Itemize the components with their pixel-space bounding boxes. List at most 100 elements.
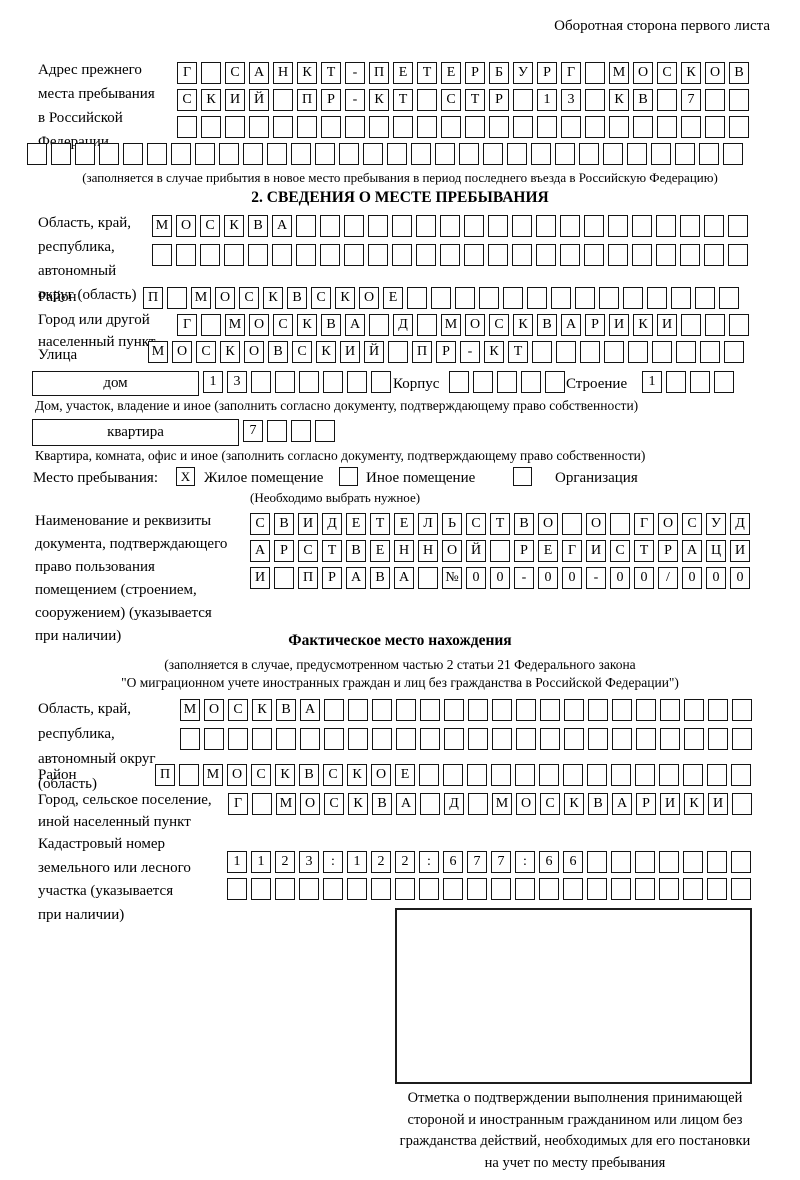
char-box[interactable] <box>347 371 367 393</box>
char-box[interactable] <box>418 567 438 589</box>
char-box[interactable] <box>224 244 244 266</box>
char-box[interactable] <box>731 878 751 900</box>
char-box[interactable]: 0 <box>682 567 702 589</box>
char-box[interactable] <box>473 371 493 393</box>
char-box[interactable] <box>440 215 460 237</box>
char-box[interactable]: Т <box>508 341 528 363</box>
char-box[interactable] <box>599 287 619 309</box>
char-box[interactable]: С <box>323 764 343 786</box>
char-box[interactable] <box>459 143 479 165</box>
char-box[interactable]: 2 <box>371 851 391 873</box>
char-box[interactable]: Р <box>322 567 342 589</box>
char-box[interactable] <box>609 116 629 138</box>
char-box[interactable] <box>575 287 595 309</box>
char-box[interactable] <box>556 341 576 363</box>
char-box[interactable] <box>443 764 463 786</box>
char-box[interactable] <box>555 143 575 165</box>
char-box[interactable]: М <box>148 341 168 363</box>
char-box[interactable]: Г <box>562 540 582 562</box>
char-box[interactable] <box>659 878 679 900</box>
char-box[interactable] <box>296 215 316 237</box>
char-box[interactable]: Д <box>730 513 750 535</box>
char-box[interactable] <box>652 341 672 363</box>
char-box[interactable] <box>551 287 571 309</box>
char-box[interactable]: В <box>346 540 366 562</box>
char-box[interactable] <box>176 244 196 266</box>
dom-type-field[interactable]: дом <box>32 371 199 396</box>
char-box[interactable]: К <box>484 341 504 363</box>
char-box[interactable] <box>681 116 701 138</box>
char-box[interactable] <box>243 143 263 165</box>
char-box[interactable]: 0 <box>610 567 630 589</box>
char-box[interactable]: М <box>203 764 223 786</box>
char-box[interactable] <box>345 116 365 138</box>
char-box[interactable] <box>585 89 605 111</box>
char-box[interactable]: № <box>442 567 462 589</box>
char-box[interactable]: Ь <box>442 513 462 535</box>
char-box[interactable]: 2 <box>395 851 415 873</box>
char-box[interactable]: С <box>466 513 486 535</box>
char-box[interactable]: А <box>346 567 366 589</box>
char-box[interactable] <box>731 851 751 873</box>
char-box[interactable] <box>393 116 413 138</box>
char-box[interactable] <box>320 244 340 266</box>
char-box[interactable]: К <box>224 215 244 237</box>
char-box[interactable] <box>339 143 359 165</box>
char-box[interactable]: Й <box>249 89 269 111</box>
char-box[interactable] <box>273 116 293 138</box>
char-box[interactable] <box>683 878 703 900</box>
char-box[interactable] <box>497 371 517 393</box>
char-box[interactable] <box>635 878 655 900</box>
char-box[interactable]: К <box>681 62 701 84</box>
char-box[interactable]: Е <box>538 540 558 562</box>
char-box[interactable] <box>464 244 484 266</box>
char-box[interactable] <box>492 699 512 721</box>
char-box[interactable] <box>659 764 679 786</box>
char-box[interactable]: 1 <box>642 371 662 393</box>
char-box[interactable] <box>684 728 704 750</box>
char-box[interactable] <box>396 728 416 750</box>
char-box[interactable] <box>252 793 272 815</box>
char-box[interactable]: К <box>609 89 629 111</box>
char-box[interactable] <box>699 143 719 165</box>
char-box[interactable]: С <box>682 513 702 535</box>
char-box[interactable] <box>580 341 600 363</box>
char-box[interactable]: В <box>268 341 288 363</box>
char-box[interactable] <box>420 728 440 750</box>
char-box[interactable]: Г <box>177 62 197 84</box>
char-box[interactable] <box>167 287 187 309</box>
char-box[interactable]: В <box>633 89 653 111</box>
char-box[interactable] <box>515 878 535 900</box>
char-box[interactable] <box>467 878 487 900</box>
char-box[interactable] <box>657 89 677 111</box>
char-box[interactable]: В <box>729 62 749 84</box>
char-box[interactable]: В <box>276 699 296 721</box>
char-box[interactable] <box>368 215 388 237</box>
char-box[interactable] <box>276 728 296 750</box>
char-box[interactable]: С <box>540 793 560 815</box>
char-box[interactable] <box>465 116 485 138</box>
char-box[interactable] <box>676 341 696 363</box>
char-box[interactable]: В <box>372 793 392 815</box>
char-box[interactable] <box>515 764 535 786</box>
char-box[interactable]: М <box>180 699 200 721</box>
char-box[interactable]: О <box>371 764 391 786</box>
char-box[interactable] <box>417 314 437 336</box>
char-box[interactable] <box>585 62 605 84</box>
char-box[interactable] <box>675 143 695 165</box>
char-box[interactable] <box>587 764 607 786</box>
char-box[interactable] <box>464 215 484 237</box>
char-box[interactable] <box>267 143 287 165</box>
char-box[interactable]: 0 <box>634 567 654 589</box>
char-box[interactable]: С <box>610 540 630 562</box>
char-box[interactable] <box>204 728 224 750</box>
char-box[interactable] <box>516 699 536 721</box>
char-box[interactable] <box>564 699 584 721</box>
char-box[interactable]: 0 <box>466 567 486 589</box>
char-box[interactable]: Г <box>177 314 197 336</box>
char-box[interactable] <box>507 143 527 165</box>
char-box[interactable]: 3 <box>299 851 319 873</box>
char-box[interactable] <box>612 728 632 750</box>
char-box[interactable]: Е <box>383 287 403 309</box>
char-box[interactable]: К <box>297 62 317 84</box>
